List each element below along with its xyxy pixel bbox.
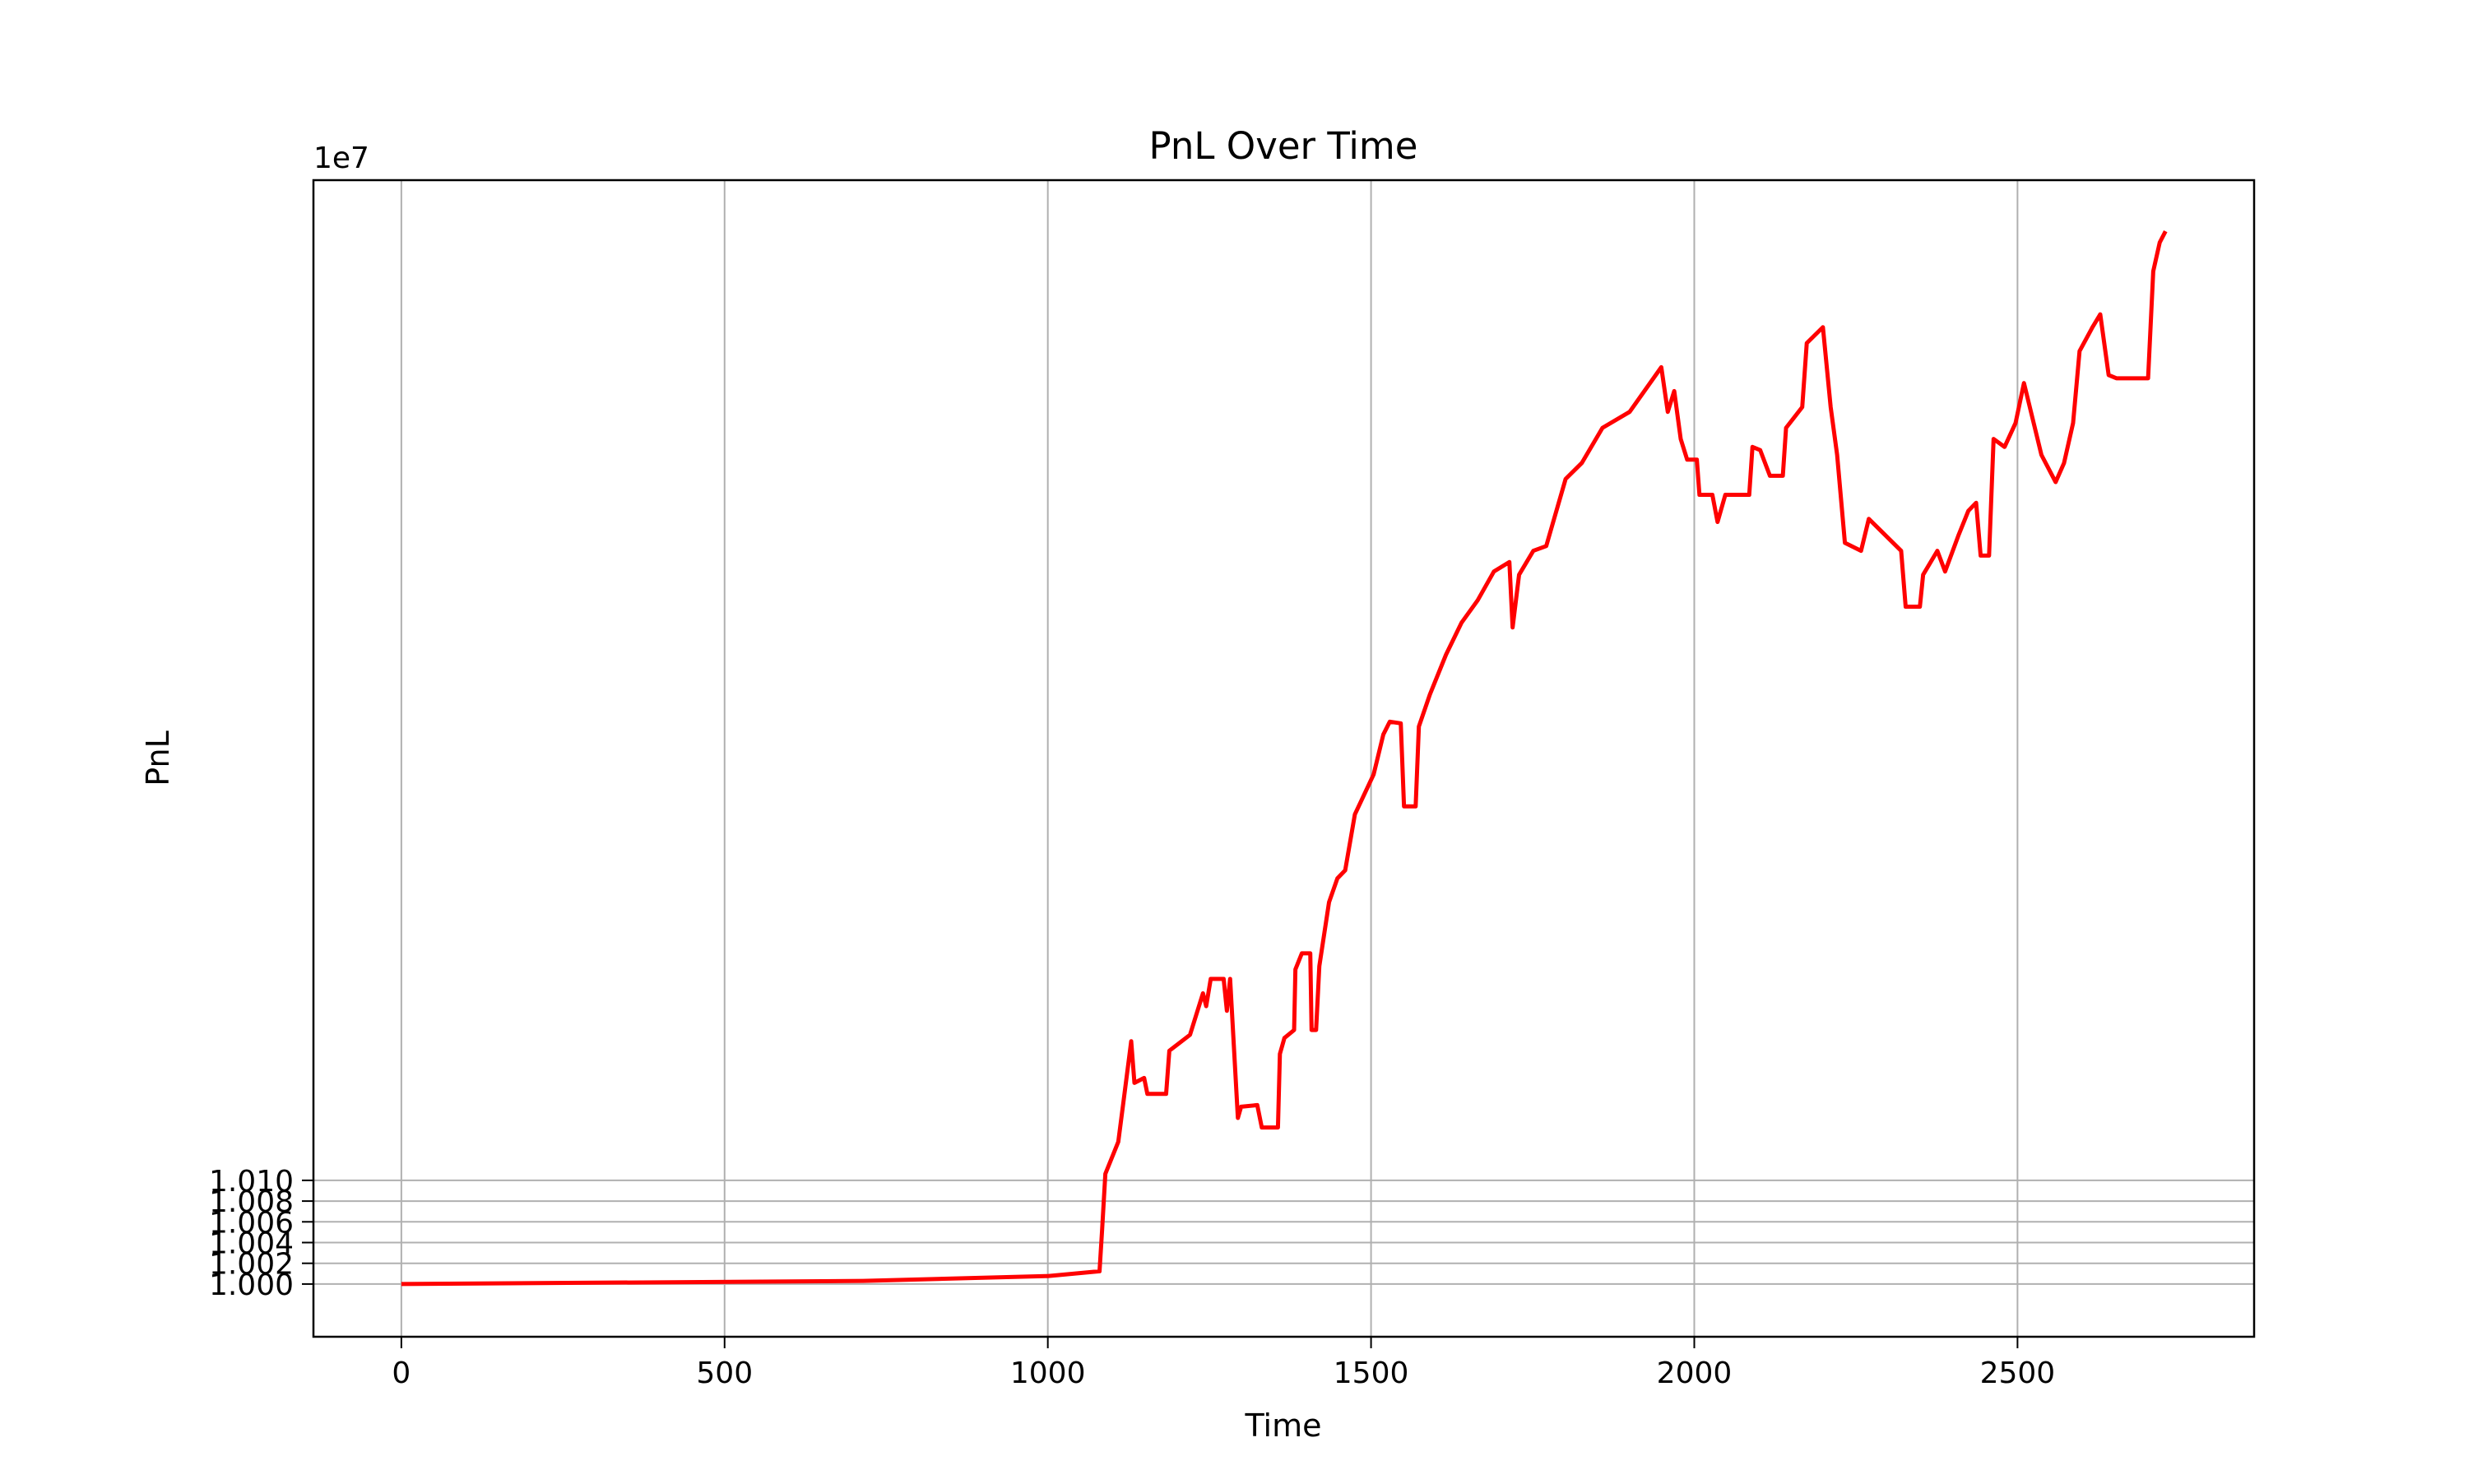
y-tick-label: 1.000 [209, 1268, 294, 1302]
x-tick-label: 500 [696, 1356, 753, 1390]
chart-title: PnL Over Time [1149, 124, 1418, 168]
x-tick-label: 0 [392, 1356, 411, 1390]
y-tick-label: 1.008 [209, 1185, 294, 1219]
x-axis-label: Time [1245, 1407, 1322, 1444]
y-axis-label: PnL [140, 730, 176, 786]
x-tick-label: 2000 [1657, 1356, 1733, 1390]
x-tick-label: 1000 [1010, 1356, 1086, 1390]
x-tick-label: 1500 [1334, 1356, 1409, 1390]
x-tick-label: 2500 [1980, 1356, 2056, 1390]
y-offset-label: 1e7 [313, 141, 369, 175]
y-tick-label: 1.010 [209, 1165, 294, 1199]
plot-frame [312, 179, 2256, 1338]
pnl-line [401, 230, 2168, 1287]
y-tick-label: 1.002 [209, 1248, 294, 1282]
y-tick-label: 1.006 [209, 1206, 294, 1240]
y-tick-label: 1.004 [209, 1227, 294, 1260]
